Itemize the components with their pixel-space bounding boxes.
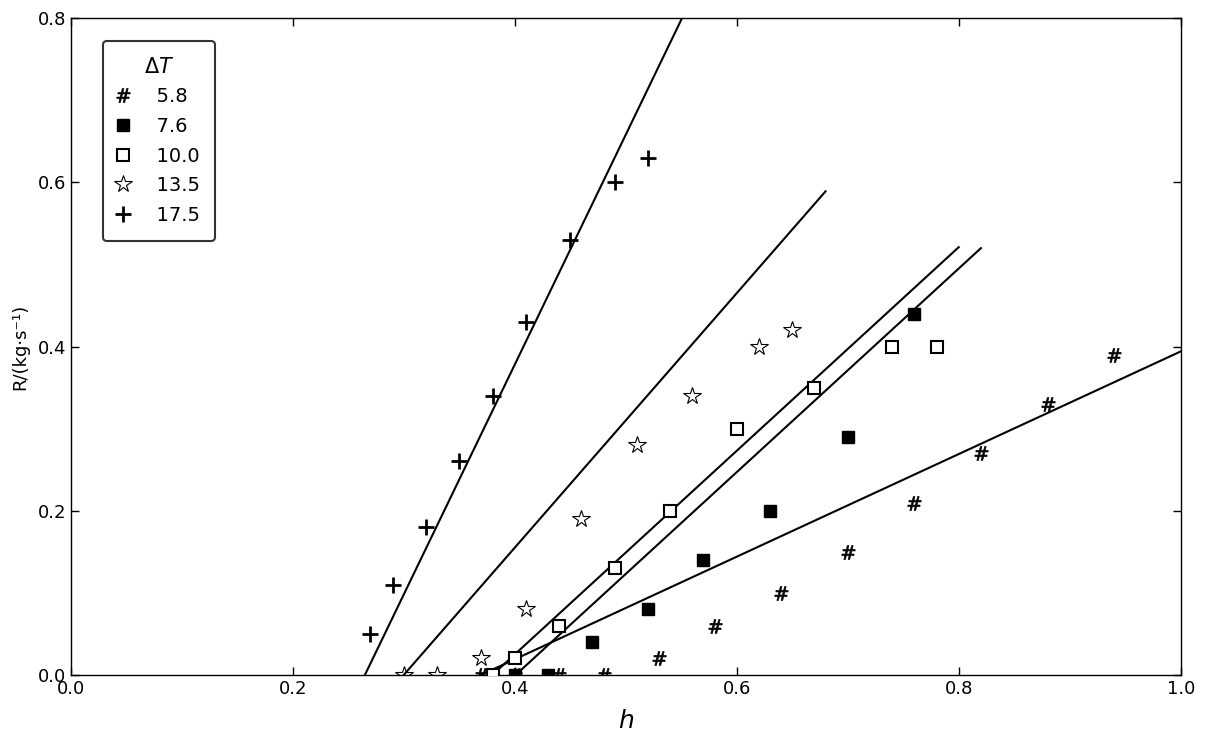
X-axis label: h: h <box>617 709 633 733</box>
Y-axis label: R/(kg·s⁻¹): R/(kg·s⁻¹) <box>11 304 29 390</box>
Legend:   5.8,   7.6,   10.0,   13.5,   17.5: 5.8, 7.6, 10.0, 13.5, 17.5 <box>103 41 215 240</box>
